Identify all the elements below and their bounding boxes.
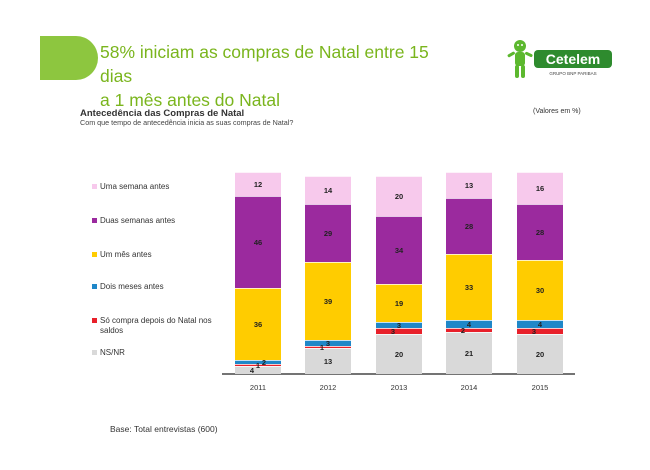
page-title: 58% iniciam as compras de Natal entre 15…: [100, 40, 460, 112]
data-label: 36: [254, 320, 262, 329]
legend-swatch: [92, 218, 97, 223]
x-tick-label: 2015: [532, 383, 549, 392]
bar-segment: [517, 328, 563, 334]
bar-segment: [305, 348, 351, 374]
bar-segment: [376, 284, 422, 322]
bar-segment: [305, 346, 351, 348]
data-label: 2: [262, 358, 266, 367]
cetelem-logo-graphic: Cetelem GRUPO BNP PARIBAS: [507, 40, 612, 78]
bar-segment: [376, 328, 422, 334]
title-accent-shape: [40, 36, 98, 80]
data-label: 3: [326, 339, 330, 348]
bar-segment: [235, 364, 281, 366]
logo-brand-text: Cetelem: [546, 51, 600, 67]
bar-segment: [235, 196, 281, 288]
data-label: 12: [254, 180, 262, 189]
data-label: 3: [397, 321, 401, 330]
bar-segment: [446, 332, 492, 374]
bar-segment: [446, 172, 492, 198]
legend-swatch: [92, 350, 97, 355]
data-label: 1: [256, 361, 260, 370]
data-label: 21: [465, 349, 473, 358]
bar-segment: [235, 360, 281, 364]
data-label: 2: [461, 326, 465, 335]
page-title-line2: a 1 mês antes do Natal: [100, 90, 280, 110]
data-label: 13: [465, 181, 473, 190]
bar-segment: [305, 204, 351, 262]
bar-segment: [376, 334, 422, 374]
data-label: 28: [536, 228, 544, 237]
x-tick-label: 2014: [461, 383, 478, 392]
data-label: 20: [395, 350, 403, 359]
bar-segment: [517, 334, 563, 374]
bar-segment: [517, 172, 563, 204]
data-label: 4: [538, 320, 543, 329]
data-label: 3: [391, 327, 395, 336]
data-label: 29: [324, 229, 332, 238]
data-label: 39: [324, 297, 332, 306]
bar-segment: [517, 320, 563, 328]
data-label: 19: [395, 299, 403, 308]
bar-segment: [305, 176, 351, 204]
data-label: 16: [536, 184, 544, 193]
bar-segment: [235, 172, 281, 196]
legend-swatch: [92, 284, 97, 289]
data-label: 34: [395, 246, 404, 255]
data-label: 3: [532, 327, 536, 336]
data-label: 4: [467, 320, 472, 329]
data-label: 20: [395, 192, 403, 201]
bar-segment: [235, 288, 281, 360]
legend-label: Um mês antes: [100, 250, 152, 259]
x-tick-label: 2012: [320, 383, 337, 392]
legend-label: Dois meses antes: [100, 282, 164, 291]
bar-segment: [517, 204, 563, 260]
data-label: 20: [536, 350, 544, 359]
page-title-line1: 58% iniciam as compras de Natal entre 15…: [100, 42, 429, 86]
data-label: 46: [254, 238, 262, 247]
data-label: 28: [465, 222, 473, 231]
legend-label: NS/NR: [100, 348, 125, 357]
bar-segment: [376, 322, 422, 328]
bar-segment: [446, 328, 492, 332]
units-note: (Valores em %): [533, 108, 581, 115]
x-tick-label: 2011: [250, 383, 266, 392]
data-label: 13: [324, 357, 332, 366]
bar-segment: [446, 198, 492, 254]
data-label: 14: [324, 186, 333, 195]
bar-segment: [376, 176, 422, 216]
legend-label: Uma semana antes: [100, 182, 170, 191]
bar-segment: [376, 216, 422, 284]
bar-segment: [305, 340, 351, 346]
data-label: 4: [250, 366, 255, 375]
chart-section-title: Antecedência das Compras de Natal: [80, 108, 245, 119]
bar-segment: [446, 320, 492, 328]
x-tick-label: 2013: [391, 383, 408, 392]
legend-swatch: [92, 252, 97, 257]
bar-segment: [446, 254, 492, 320]
data-label: 33: [465, 283, 473, 292]
chart-section-subtitle: Com que tempo de antecedência inicia as …: [80, 118, 294, 127]
bar-segment: [305, 262, 351, 340]
legend-swatch: [92, 184, 97, 189]
data-label: 30: [536, 286, 544, 295]
logo-tagline: GRUPO BNP PARIBAS: [549, 71, 596, 76]
legend-swatch: [92, 318, 97, 323]
legend-label: Só compra depois do Natal nos saldos: [100, 316, 212, 335]
cetelem-logo: Cetelem GRUPO BNP PARIBAS: [500, 38, 620, 84]
bar-segment: [235, 366, 281, 374]
legend-label: Duas semanas antes: [100, 216, 176, 225]
base-note: Base: Total entrevistas (600): [110, 424, 218, 434]
data-label: 1: [320, 343, 324, 352]
bar-segment: [517, 260, 563, 320]
